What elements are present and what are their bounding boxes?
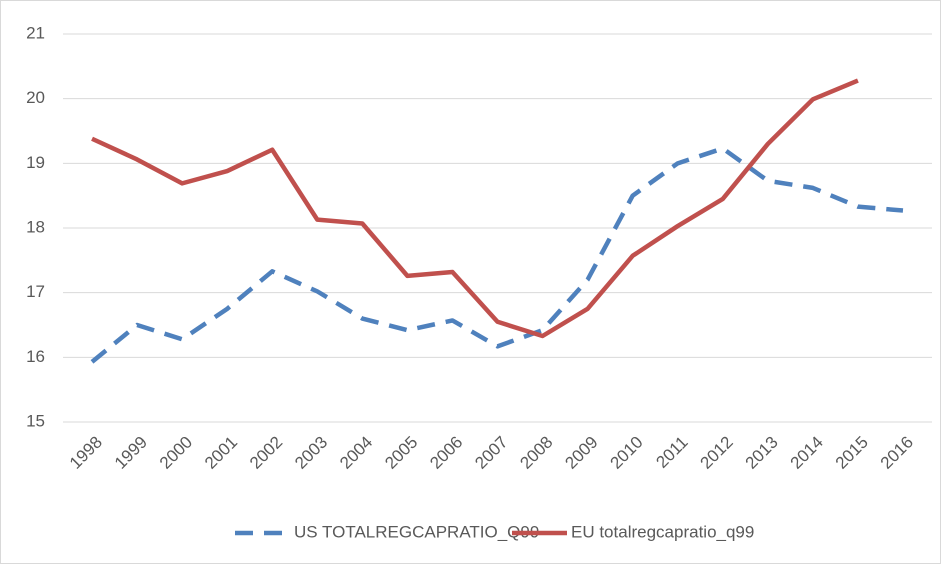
legend-label: US TOTALREGCAPRATIO_Q99 [294,522,539,541]
series-line [90,146,904,364]
y-tick-label: 19 [26,153,45,172]
y-tick-label: 18 [26,217,45,236]
y-tick-label: 20 [26,88,45,107]
y-tick-label: 17 [26,282,45,301]
legend-label: EU totalregcapratio_q99 [571,522,754,541]
series-line [91,78,859,339]
y-tick-label: 16 [26,347,45,366]
y-tick-label: 21 [26,23,45,42]
y-tick-label: 15 [26,411,45,430]
